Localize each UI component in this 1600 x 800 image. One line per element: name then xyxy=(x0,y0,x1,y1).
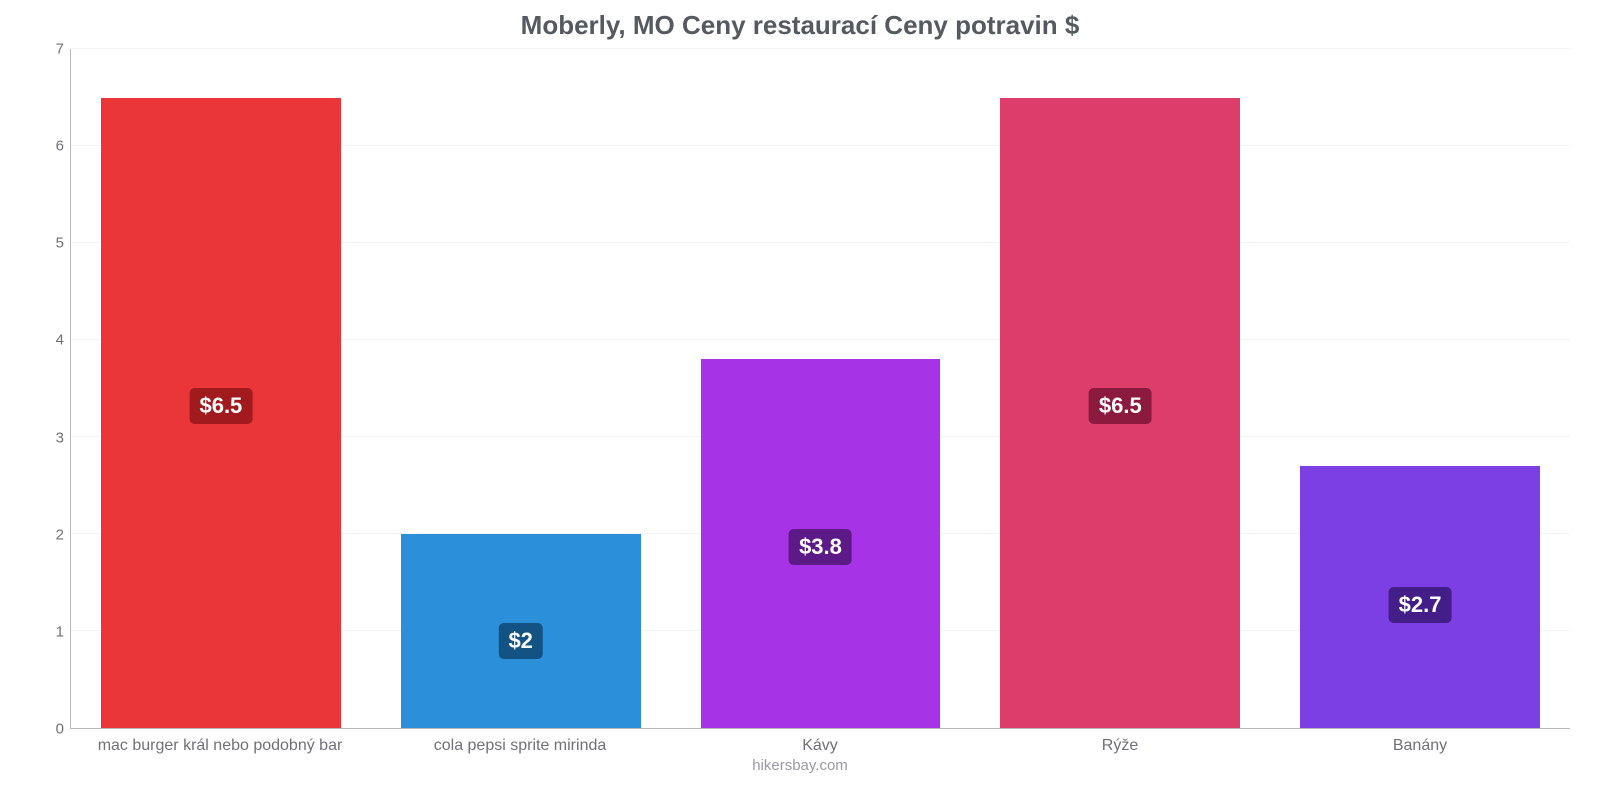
value-label: $2 xyxy=(498,623,542,659)
y-tick-label: 3 xyxy=(56,429,64,446)
attribution-text: hikersbay.com xyxy=(30,757,1570,774)
plot-area: $6.5 $2 $3.8 $6.5 $2.7 xyxy=(70,49,1570,729)
x-tick-label: cola pepsi sprite mirinda xyxy=(370,729,670,755)
bar: $6.5 xyxy=(1000,98,1240,728)
x-axis: mac burger král nebo podobný barcola pep… xyxy=(70,729,1570,755)
bar-slot: $3.8 xyxy=(671,49,971,728)
x-tick-label: Banány xyxy=(1270,729,1570,755)
value-label: $6.5 xyxy=(1089,388,1152,424)
value-label: $2.7 xyxy=(1389,587,1452,623)
bar: $2 xyxy=(401,534,641,728)
x-tick-label: mac burger král nebo podobný bar xyxy=(70,729,370,755)
y-axis: 01234567 xyxy=(30,49,70,729)
y-tick-label: 7 xyxy=(56,41,64,58)
value-label: $3.8 xyxy=(789,529,852,565)
x-tick-label: Kávy xyxy=(670,729,970,755)
bar: $3.8 xyxy=(701,359,941,728)
y-tick-label: 2 xyxy=(56,526,64,543)
bar-slot: $6.5 xyxy=(71,49,371,728)
value-label: $6.5 xyxy=(189,388,252,424)
x-tick-label: Rýže xyxy=(970,729,1270,755)
bar-slot: $6.5 xyxy=(970,49,1270,728)
y-tick-label: 4 xyxy=(56,332,64,349)
y-tick-label: 5 xyxy=(56,235,64,252)
y-tick-label: 6 xyxy=(56,138,64,155)
bars-container: $6.5 $2 $3.8 $6.5 $2.7 xyxy=(71,49,1570,728)
bar: $2.7 xyxy=(1300,466,1540,728)
bar-slot: $2.7 xyxy=(1270,49,1570,728)
bar-slot: $2 xyxy=(371,49,671,728)
chart-title: Moberly, MO Ceny restaurací Ceny potravi… xyxy=(30,0,1570,49)
bar: $6.5 xyxy=(101,98,341,728)
y-tick-label: 0 xyxy=(56,721,64,738)
plot-row: 01234567 $6.5$2$3.8$6.5$2.7 xyxy=(30,49,1570,729)
price-bar-chart: Moberly, MO Ceny restaurací Ceny potravi… xyxy=(0,0,1600,800)
y-tick-label: 1 xyxy=(56,623,64,640)
